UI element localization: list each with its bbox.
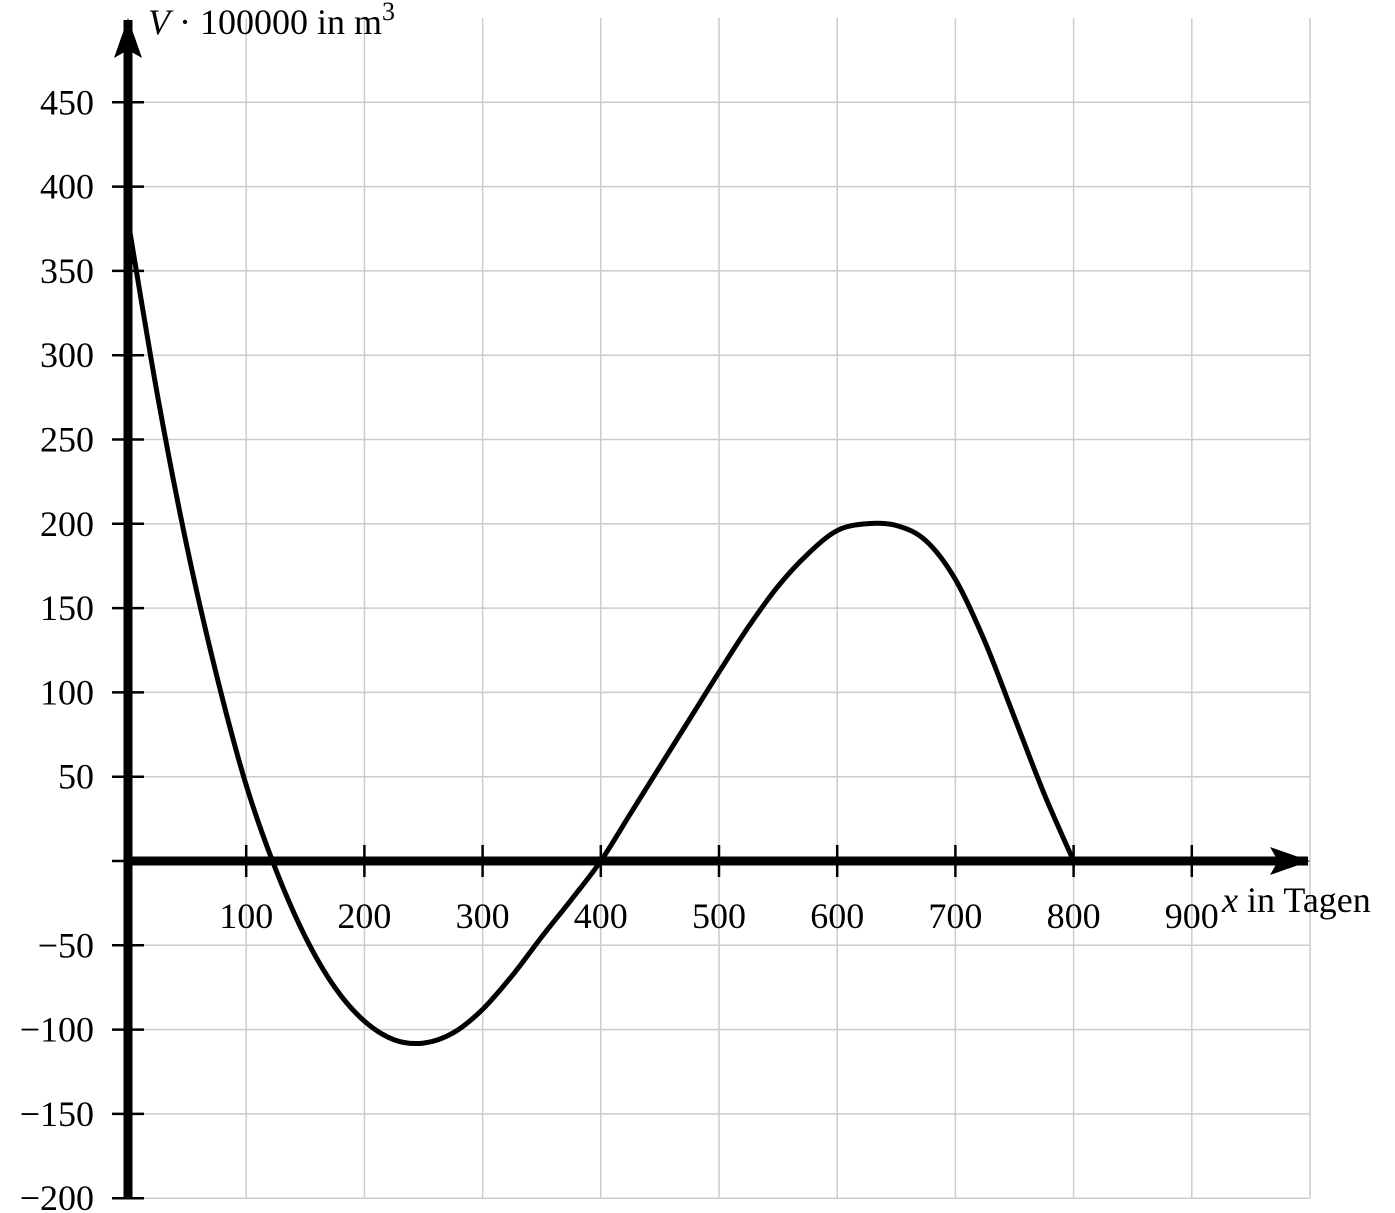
x-tick-label: 100 [219, 896, 273, 936]
x-tick-label: 300 [456, 896, 510, 936]
y-axis-label-text: · 100000 in m [170, 2, 382, 42]
x-tick-label: 900 [1165, 896, 1219, 936]
grid [128, 18, 1311, 1199]
y-tick-label: 50 [58, 757, 94, 797]
x-tick-label: 700 [928, 896, 982, 936]
y-tick-label: 450 [40, 82, 94, 122]
ticks [112, 101, 1194, 1200]
tick-labels: 100 200 300 400 500 600 700 800 900 −200 −150 −100 −… [20, 82, 1219, 1213]
y-axis-label-var: V [148, 2, 174, 42]
y-axis-label-superscript: 3 [382, 0, 395, 26]
y-tick-label: 150 [40, 588, 94, 628]
y-tick-label: 300 [40, 335, 94, 375]
y-tick-label: 350 [40, 251, 94, 291]
axes [114, 18, 1310, 1199]
x-axis-label-var: x [1221, 880, 1238, 920]
x-tick-label: 600 [810, 896, 864, 936]
y-tick-label: 400 [40, 167, 94, 207]
x-axis-label: x in Tagen [1221, 880, 1371, 920]
y-tick-label: −150 [20, 1094, 94, 1134]
x-tick-label: 400 [574, 896, 628, 936]
x-tick-label: 500 [692, 896, 746, 936]
x-axis-label-text: in Tagen [1238, 880, 1371, 920]
y-tick-label: 250 [40, 420, 94, 460]
y-tick-label: −100 [20, 1010, 94, 1050]
data-series-line [125, 219, 1076, 1047]
x-tick-label: 200 [337, 896, 391, 936]
y-tick-label: 100 [40, 672, 94, 712]
y-axis-label: V · 100000 in m3 [148, 0, 395, 42]
x-tick-label: 800 [1047, 896, 1101, 936]
y-tick-label: −200 [20, 1178, 94, 1213]
y-tick-label: −50 [38, 925, 94, 965]
y-tick-label: 200 [40, 504, 94, 544]
